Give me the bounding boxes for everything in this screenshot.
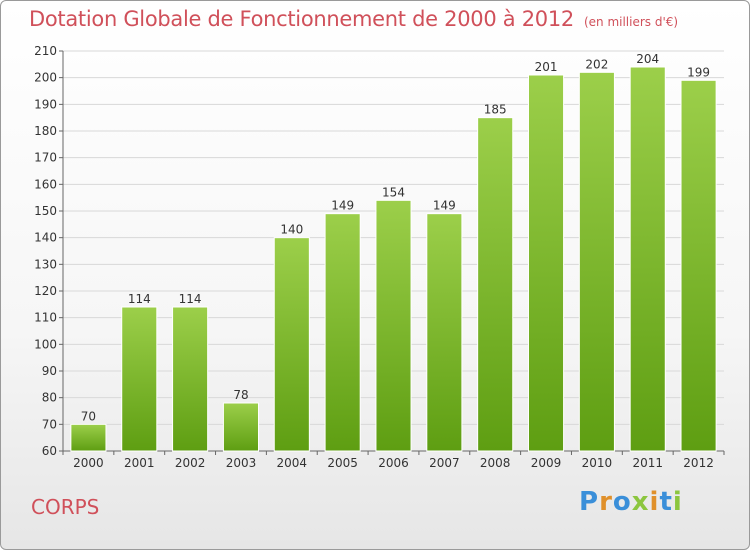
y-tick-label: 110: [34, 311, 57, 325]
data-label-2009: 201: [535, 60, 558, 74]
bar-2000: [70, 423, 107, 452]
x-tick-label-2009: 2009: [531, 456, 562, 470]
x-tick-label-2003: 2003: [226, 456, 257, 470]
data-label-2005: 149: [331, 199, 354, 213]
bar-2006: [375, 199, 412, 452]
data-label-2012: 199: [687, 65, 710, 79]
data-label-2011: 204: [636, 52, 659, 66]
x-tick-label-2010: 2010: [582, 456, 613, 470]
chart-subtitle: (en milliers d'€): [583, 15, 679, 29]
data-label-2010: 202: [585, 57, 608, 71]
x-tick-label-2001: 2001: [124, 456, 155, 470]
y-tick-label: 100: [34, 337, 57, 351]
chart-title: Dotation Globale de Fonctionnement de 20…: [29, 7, 678, 31]
data-label-2008: 185: [484, 103, 507, 117]
y-tick-label: 90: [42, 364, 57, 378]
y-tick-label: 120: [34, 284, 57, 298]
x-tick-label-2004: 2004: [277, 456, 308, 470]
bar-2008: [477, 117, 514, 452]
data-label-2001: 114: [128, 292, 151, 306]
bar-2004: [273, 237, 310, 452]
x-tick-label-2006: 2006: [378, 456, 409, 470]
data-label-2007: 149: [433, 199, 456, 213]
data-label-2004: 140: [280, 223, 303, 237]
y-tick-label: 60: [42, 444, 57, 458]
axes: 60 70 80 90 100 110 120 130 140 150 160 170 180 190 20…: [34, 44, 725, 470]
bar-2011: [629, 66, 666, 452]
x-tick-label-2000: 2000: [73, 456, 104, 470]
y-tick-label: 180: [34, 124, 57, 138]
y-tick-label: 170: [34, 151, 57, 165]
chart-title-text: Dotation Globale de Fonctionnement de 20…: [29, 7, 574, 31]
y-tick-label: 150: [34, 204, 57, 218]
y-tick-label: 210: [34, 44, 57, 58]
y-tick-label: 190: [34, 97, 57, 111]
x-tick-label-2005: 2005: [327, 456, 358, 470]
bar-2009: [527, 74, 565, 452]
y-tick-label: 140: [34, 231, 57, 245]
x-tick-label-2002: 2002: [175, 456, 206, 470]
proxiti-logo[interactable]: Proxiti: [579, 487, 683, 517]
bar-2003: [222, 402, 260, 452]
x-tick-label-2011: 2011: [632, 456, 663, 470]
y-tick-label: 200: [34, 71, 57, 85]
bar-2002: [172, 306, 209, 452]
data-labels: 70 114 114 78 140 149 154 149 185 201 202 204 199: [81, 52, 710, 423]
bar-2010: [578, 71, 615, 452]
data-label-2002: 114: [179, 292, 202, 306]
commune-name: CORPS: [31, 495, 100, 519]
x-tick-label-2008: 2008: [480, 456, 511, 470]
y-tick-label: 130: [34, 257, 57, 271]
bar-2012: [680, 79, 717, 452]
bar-2001: [121, 306, 158, 452]
bar-2007: [426, 213, 463, 452]
bar-2005: [324, 213, 361, 452]
data-label-2000: 70: [81, 409, 96, 423]
y-tick-label: 70: [42, 417, 57, 431]
data-label-2003: 78: [233, 388, 248, 402]
bars: [70, 66, 717, 452]
y-tick-label: 160: [34, 177, 57, 191]
x-tick-label-2007: 2007: [429, 456, 460, 470]
data-label-2006: 154: [382, 185, 405, 199]
x-tick-label-2012: 2012: [683, 456, 714, 470]
y-tick-label: 80: [42, 391, 57, 405]
